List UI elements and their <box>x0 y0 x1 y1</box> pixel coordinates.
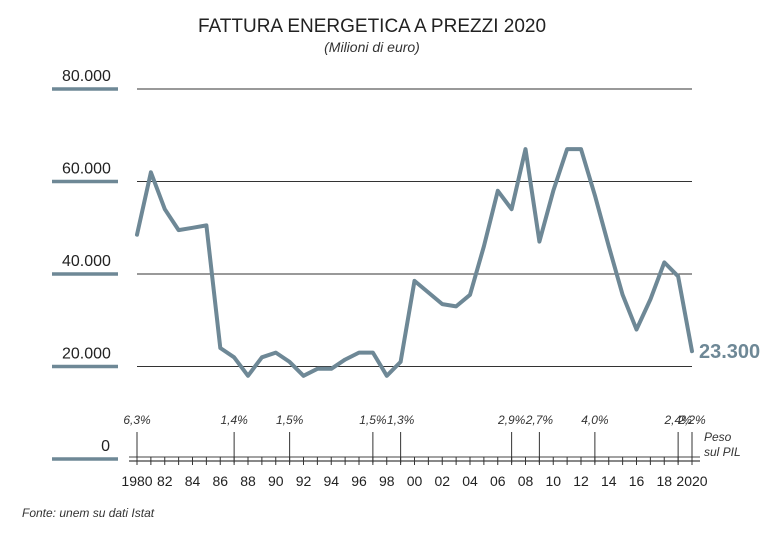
data-point <box>329 367 333 371</box>
data-point <box>551 189 555 193</box>
x-tick-label: 00 <box>407 473 423 489</box>
data-point <box>357 351 361 355</box>
pil-annotation-label: 4,0% <box>581 413 609 427</box>
x-tick-label: 04 <box>462 473 478 489</box>
data-point <box>496 189 500 193</box>
x-tick-label: 92 <box>296 473 312 489</box>
data-point <box>218 346 222 350</box>
x-tick-label: 02 <box>434 473 450 489</box>
data-point <box>246 374 250 378</box>
data-point <box>468 293 472 297</box>
data-point <box>163 207 167 211</box>
x-tick-label: 10 <box>545 473 561 489</box>
y-tick-label: 80.000 <box>62 68 111 85</box>
data-point <box>634 327 639 332</box>
pil-annotation-label: 1,3% <box>387 413 415 427</box>
data-point <box>482 244 486 248</box>
data-point <box>190 226 195 230</box>
x-tick-label: 14 <box>601 473 617 489</box>
data-point <box>260 355 264 359</box>
data-point <box>385 374 389 378</box>
data-point <box>426 290 430 295</box>
pil-annotations: 6,3% 1,4% 1,5% 1,5% 1,3% 2,9% 2,7% 4,0% 2,4%2,2% <box>123 413 706 463</box>
data-point <box>565 147 569 151</box>
data-point <box>607 244 611 248</box>
y-tick-label: 60.000 <box>62 161 111 178</box>
data-point <box>232 355 236 359</box>
data-point <box>510 207 514 211</box>
series-line <box>135 147 694 378</box>
data-point <box>621 293 625 297</box>
x-tick-label: 08 <box>518 473 534 489</box>
data-point <box>537 240 541 244</box>
data-point <box>371 351 375 355</box>
data-point <box>315 367 319 371</box>
x-tick-label: 96 <box>351 473 367 489</box>
pil-annotation-label: 6,3% <box>123 413 151 427</box>
data-point <box>579 147 583 151</box>
data-point <box>399 360 403 364</box>
data-point <box>454 304 458 308</box>
pil-annotation-label: 2,7% <box>525 413 554 427</box>
pil-annotation-label: 2,2% <box>677 413 706 427</box>
pil-annotation-label: 2,4% <box>663 413 692 427</box>
grid-layer: 80.000 60.000 40.000 20.000 0 <box>52 68 692 461</box>
x-tick-label: 98 <box>379 473 395 489</box>
x-tick-label: 18 <box>656 473 672 489</box>
data-point <box>523 147 528 151</box>
pil-legend-line-1: Peso <box>704 430 732 444</box>
data-point <box>593 193 597 197</box>
series-layer: 23.300 <box>135 147 760 378</box>
pil-annotation-label: 1,4% <box>220 413 248 427</box>
y-tick-label: 0 <box>101 438 110 455</box>
x-axis: 1980 82 84 86 88 90 92 94 96 98 00 02 04 06 08 10 12 14 16… <box>121 456 708 489</box>
data-point <box>690 349 694 353</box>
data-point <box>412 279 417 283</box>
chart-title: FATTURA ENERGETICA A PREZZI 2020 <box>198 16 546 37</box>
y-tick-label: 40.000 <box>62 253 111 270</box>
data-point <box>440 302 444 306</box>
x-tick-label: 88 <box>240 473 256 489</box>
chart-subtitle: (Milioni di euro) <box>324 39 420 55</box>
y-tick-label: 20.000 <box>62 346 111 363</box>
x-tick-label: 1980 <box>121 473 152 489</box>
data-point <box>676 274 680 278</box>
pil-annotation-label: 2,9% <box>497 413 526 427</box>
data-point <box>177 228 181 232</box>
pil-legend-line-2: sul PIL <box>704 445 741 459</box>
data-point <box>662 260 666 265</box>
x-tick-label: 84 <box>185 473 201 489</box>
data-point <box>343 357 347 362</box>
pil-annotation-label: 1,5% <box>276 413 304 427</box>
data-point <box>648 297 652 302</box>
data-point <box>301 374 306 378</box>
x-tick-label: 82 <box>157 473 173 489</box>
x-tick-label: 86 <box>212 473 228 489</box>
x-tick-label: 16 <box>629 473 645 489</box>
data-point <box>274 351 278 355</box>
x-tick-label: 06 <box>490 473 506 489</box>
x-tick-label: 2020 <box>676 473 707 489</box>
pil-annotation-label: 1,5% <box>359 413 387 427</box>
chart-source: Fonte: unem su dati Istat <box>22 506 155 520</box>
x-tick-label: 12 <box>573 473 589 489</box>
data-point <box>288 360 292 364</box>
x-tick-label: 94 <box>323 473 339 489</box>
x-tick-label: 90 <box>268 473 284 489</box>
end-value-label: 23.300 <box>699 341 760 363</box>
data-point <box>135 233 139 237</box>
data-point <box>149 170 153 174</box>
data-point <box>204 223 208 228</box>
